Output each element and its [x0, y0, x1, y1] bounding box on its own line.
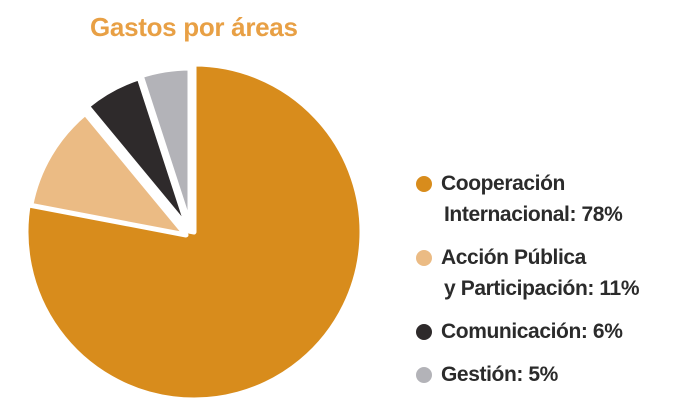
- legend-swatch-comunicacion: [416, 324, 432, 340]
- legend-label-comunicacion: Comunicación: 6%: [441, 320, 623, 343]
- chart-title: Gastos por áreas: [90, 12, 298, 42]
- legend-item-cooperacion: Cooperación Internacional: 78%: [416, 168, 696, 230]
- legend-swatch-cooperacion: [416, 176, 432, 192]
- pie-slice-accion-publica: [28, 110, 189, 238]
- legend-swatch-gestion: [416, 367, 432, 383]
- legend-item-accion-publica: Acción Pública y Participación: 11%: [416, 242, 696, 304]
- legend-swatch-accion-publica: [416, 250, 432, 266]
- legend-label-cooperacion-line1: Cooperación: [441, 172, 565, 195]
- pie-slice-comunicacion: [84, 75, 191, 231]
- legend-item-gestion: Gestión: 5%: [416, 359, 696, 390]
- pie-slice-gestion: [138, 65, 193, 229]
- legend: Cooperación Internacional: 78% Acción Pú…: [416, 168, 696, 390]
- pie-slice-cooperacion: [23, 61, 365, 403]
- legend-label-cooperacion-line2: Internacional: 78%: [444, 203, 623, 226]
- legend-item-comunicacion: Comunicación: 6%: [416, 316, 696, 347]
- legend-label-accion-publica-line1: Acción Pública: [441, 246, 586, 269]
- legend-label-accion-publica-line2: y Participación: 11%: [444, 277, 640, 300]
- legend-label-gestion: Gestión: 5%: [441, 363, 558, 386]
